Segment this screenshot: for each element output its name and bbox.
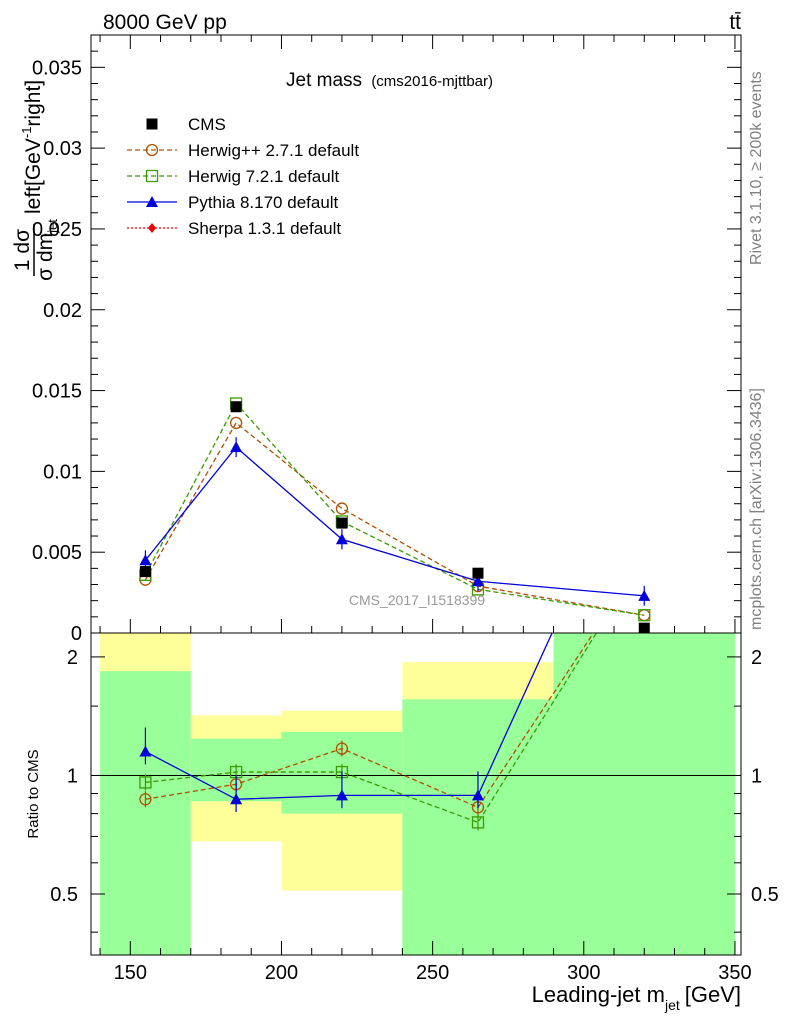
y-tick-label: 0: [71, 623, 82, 645]
marker-pythia-8-170-default: [139, 554, 152, 566]
ylabel-tail: left[GeV-1right]: [19, 80, 45, 214]
legend-marker-cms: [146, 118, 158, 130]
y-tick-label: 0.015: [32, 381, 82, 403]
ratio-tick-label: 2: [67, 647, 78, 669]
y-tick-label: 0.005: [32, 542, 82, 564]
ylabel-tail-sup: -1: [19, 127, 34, 139]
marker-herwig-7-2-1-default: [638, 609, 651, 622]
legend-marker-herwig-7-2-1-default: [145, 169, 159, 183]
y-tick-label: 0.02: [43, 300, 82, 322]
marker-cms: [638, 622, 650, 633]
y-tick-label: 0.035: [32, 57, 82, 79]
header-right: tt̄: [729, 11, 741, 34]
y-tick-label: 0.03: [43, 138, 82, 160]
ratio-tick-label-right: 1: [751, 765, 762, 787]
x-tick-label: 200: [265, 962, 298, 984]
legend-label-herwig-7-2-1-default: Herwig 7.2.1 default: [188, 167, 339, 186]
xlabel-sub: jet: [664, 997, 680, 1013]
ratio-y-label: Ratio to CMS: [25, 749, 42, 838]
side-text-bottom: mcplots.cern.ch [arXiv:1306.3436]: [748, 388, 765, 630]
legend-label-cms: CMS: [188, 115, 226, 134]
marker-pythia-8-170-default: [230, 441, 243, 453]
ratio-marker-herwig-7-2-1-default: [139, 776, 152, 789]
marker-cms: [472, 567, 484, 579]
x-tick-label: 250: [416, 962, 449, 984]
legend-marker-sherpa-1-3-1-default: [148, 223, 156, 233]
ratio-tick-label: 1: [67, 765, 78, 787]
legend-label-sherpa-1-3-1-default: Sherpa 1.3.1 default: [188, 219, 341, 238]
marker-herwig-2-7-1-default: [335, 502, 349, 515]
ratio-tick-label-right: 0.5: [751, 884, 779, 906]
marker-pythia-8-170-default: [335, 533, 348, 545]
marker-pythia-8-170-default: [638, 589, 651, 601]
y-axis-label: 1 dσ σ dmjet left[GeV-1right]: [11, 80, 60, 281]
x-axis-label: Leading-jet mjet [GeV]: [532, 982, 741, 1013]
y-tick-label: 0.01: [43, 461, 82, 483]
ylabel-frac-num: 1 dσ: [11, 229, 34, 271]
marker-cms: [230, 401, 242, 413]
series-main: [139, 397, 651, 633]
ratio-marker-herwig-2-7-1-default: [335, 742, 349, 755]
legend-marker-pythia-8-170-default: [146, 196, 158, 207]
ratio-marker-herwig-2-7-1-default: [139, 793, 152, 806]
ratio-marker-pythia-8-170-default: [230, 793, 243, 805]
band-green-4: [553, 633, 735, 955]
ratio-tick-label-right: 2: [751, 647, 762, 669]
chart-title: Jet mass (cms2016-mjttbar): [286, 70, 493, 91]
legend-label-pythia-8-170-default: Pythia 8.170 default: [188, 193, 339, 212]
ratio-bands: [100, 633, 735, 955]
series-ratio: [139, 633, 598, 831]
legend-marker-herwig-2-7-1-default: [145, 143, 159, 157]
y-tick-label: 0.025: [32, 219, 82, 241]
chart-title-main: Jet mass: [286, 70, 362, 91]
ratio-marker-pythia-8-170-default: [139, 745, 152, 757]
ratio-panel-frame: [90, 632, 742, 956]
ylabel-frac-den-sub: jet: [45, 219, 60, 234]
ratio-line-herwig-7-2-1-default: [145, 633, 598, 824]
legend: CMS Herwig++ 2.7.1 default Herwig 7.2.1 de…: [127, 115, 359, 238]
x-tick-label: 350: [718, 962, 751, 984]
side-text-top: Rivet 3.1.10, ≥ 200k events: [748, 71, 765, 265]
marker-cms: [336, 517, 348, 529]
band-green-0: [100, 671, 191, 955]
ylabel-frac-den: σ dmjet: [34, 219, 60, 281]
axes: 150 200 250 300 350 0 0.005 0.01 0.015 0.02 0.025 0…: [32, 35, 779, 984]
ratio-marker-pythia-8-170-default: [471, 789, 484, 801]
x-tick-label: 300: [567, 962, 600, 984]
header-left: 8000 GeV pp: [103, 11, 227, 34]
marker-cms: [139, 566, 151, 578]
line-herwig-2-7-1-default: [144, 421, 645, 616]
legend-label-herwig-2-7-1-default: Herwig++ 2.7.1 default: [188, 141, 359, 160]
x-tick-label: 150: [114, 962, 147, 984]
watermark: CMS_2017_I1518399: [349, 592, 485, 608]
ratio-marker-pythia-8-170-default: [335, 789, 348, 801]
marker-herwig-2-7-1-default: [229, 416, 243, 430]
ratio-marker-herwig-7-2-1-default: [471, 816, 485, 829]
ratio-tick-label: 0.5: [50, 884, 78, 906]
marker-pythia-8-170-default: [471, 575, 484, 587]
chart-subtitle: (cms2016-mjttbar): [371, 73, 493, 90]
